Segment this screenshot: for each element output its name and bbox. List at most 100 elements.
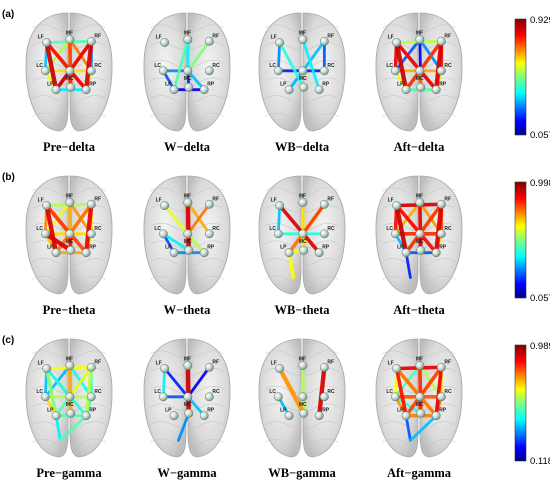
sulcus-line [303, 275, 339, 284]
node-mp [299, 82, 309, 92]
sulcus-line [303, 438, 339, 447]
node-lf [42, 201, 52, 210]
node-mc [183, 392, 193, 402]
region-label-lp: LP [397, 408, 404, 414]
sulcus-line [150, 42, 186, 50]
sulcus-line [265, 438, 301, 447]
node-mc [65, 229, 75, 239]
node-lf [160, 38, 170, 47]
sulcus-line [150, 275, 186, 284]
region-label-mf: MF [299, 31, 306, 37]
node-mp [299, 245, 309, 255]
region-label-mf: MF [299, 357, 306, 363]
region-label-lf: LF [156, 35, 162, 41]
sulcus-line [150, 112, 186, 121]
region-label-mf: MF [66, 31, 73, 37]
sulcus-line [265, 77, 301, 85]
edge-mf-lp [172, 38, 190, 92]
edge-rp-bl [408, 414, 438, 442]
region-label-mf: MF [416, 194, 423, 200]
region-label-mc: MC [416, 402, 424, 408]
node-mf [65, 361, 75, 370]
brain-caption: W−gamma [157, 466, 217, 480]
sulcus-line [303, 350, 339, 358]
sulcus-line [32, 438, 68, 447]
region-label-rf: RF [327, 196, 334, 202]
sulcus-line [188, 438, 224, 447]
node-mp [184, 245, 194, 255]
colorbar-max-label: 0.998 [530, 178, 550, 189]
sulcus-line [32, 350, 68, 358]
sulcus-line [32, 275, 68, 284]
sulcus-line [303, 368, 339, 376]
region-label-lc: LC [386, 389, 393, 395]
brain-caption: W−delta [164, 140, 211, 154]
region-label-lc: LC [36, 389, 43, 395]
edge-mf-mp [418, 200, 423, 253]
region-label-rc: RC [444, 63, 452, 69]
node-mf [415, 198, 425, 208]
brain-network-plot: LF MF RF LC MC RC LP RP [375, 12, 463, 132]
edge-lf-lc [161, 367, 167, 399]
region-label-lf: LF [271, 35, 277, 41]
edge-lc-mp [43, 231, 73, 253]
brain-caption: WB−gamma [268, 466, 336, 480]
sulcus-line [32, 24, 68, 32]
brain-caption: Pre−theta [43, 303, 96, 317]
brain-network-plot: LF MF RF LC MC RC LP RP [375, 175, 463, 295]
sulcus-line [382, 275, 418, 284]
sulcus-line [150, 205, 186, 213]
node-lc [158, 392, 168, 402]
edge-rf-rp [83, 39, 94, 92]
sulcus-line [382, 24, 418, 32]
region-label-lf: LF [38, 198, 44, 204]
edge-mf-mp [301, 201, 306, 252]
sulcus-line [420, 275, 456, 284]
node-mf [298, 35, 308, 44]
sulcus-line [150, 438, 186, 447]
region-label-lf: LF [271, 361, 277, 367]
node-mc [65, 66, 75, 76]
region-label-mc: MC [416, 239, 424, 245]
edge-rf-mc [186, 39, 211, 73]
region-label-rf: RF [212, 33, 219, 39]
sulcus-line [420, 438, 456, 447]
region-label-rc: RC [212, 389, 220, 395]
node-mp [416, 245, 426, 255]
node-rp [81, 411, 91, 421]
region-label-lf: LF [38, 35, 44, 41]
sulcus-line [265, 187, 301, 195]
region-label-lp: LP [165, 408, 172, 414]
sulcus-line [70, 258, 106, 266]
region-label-lc: LC [36, 63, 43, 69]
brain-network-plot: LF MF RF LC MC RC LP RP [143, 338, 231, 458]
region-label-lp: LP [397, 82, 404, 88]
sulcus-line [150, 368, 186, 376]
edge-lf-lp [44, 40, 59, 92]
sulcus-line [420, 24, 456, 32]
edge-rf-rp [434, 202, 444, 255]
edge-lf-rp [44, 40, 88, 92]
sulcus-line [382, 350, 418, 358]
edge-lf-lp [44, 366, 58, 418]
node-mc [65, 392, 75, 402]
node-rc [436, 66, 446, 76]
region-label-mf: MF [66, 357, 73, 363]
region-label-mc: MC [184, 402, 192, 408]
region-label-lc: LC [386, 226, 393, 232]
sulcus-line [32, 42, 68, 50]
region-label-mf: MF [299, 194, 306, 200]
sulcus-line [303, 95, 339, 103]
sulcus-line [265, 403, 301, 411]
edge-lf-rp [44, 203, 88, 255]
sulcus-line [265, 421, 301, 429]
brain-network-plot: LF MF RF LC MC RC LP RP [258, 175, 346, 295]
colorbar [514, 181, 527, 299]
sulcus-line [70, 24, 106, 32]
figure-row: (c) LF MF RF LC MC RC LP RP Pre−gamma LF MF RF LC MC RC… [2, 335, 550, 480]
node-lc [273, 392, 283, 402]
region-label-rf: RF [94, 196, 101, 202]
node-mf [183, 361, 193, 370]
sulcus-line [265, 275, 301, 284]
sulcus-line [382, 438, 418, 447]
